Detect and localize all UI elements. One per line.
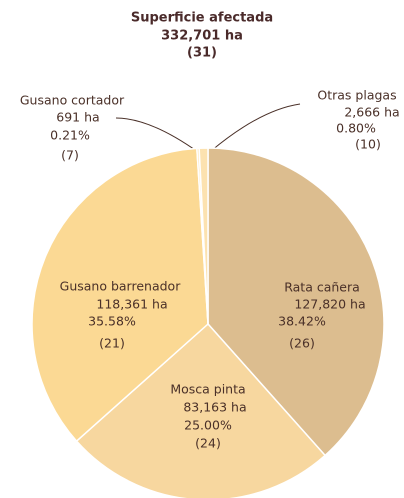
count-label: (10) xyxy=(355,137,381,152)
count-label: (7) xyxy=(61,148,79,163)
count-label: (26) xyxy=(289,336,315,351)
slice-label: Rata cañera xyxy=(284,280,360,295)
value-label: 118,361 ha xyxy=(96,297,167,312)
leader-line xyxy=(210,103,301,152)
slice-label: Otras plagas xyxy=(317,88,396,103)
percent-label: 38.42% xyxy=(278,314,326,329)
value-label: 691 ha xyxy=(56,110,99,125)
percent-label: 0.21% xyxy=(50,128,90,143)
pie-slice xyxy=(207,147,385,457)
percent-label: 0.80% xyxy=(336,121,376,136)
chart-subtitle: 332,701 ha xyxy=(161,29,243,44)
count-label: (21) xyxy=(99,336,125,351)
slice-label: Gusano cortador xyxy=(20,93,125,108)
pie-slice xyxy=(31,147,209,443)
value-label: 127,820 ha xyxy=(294,297,365,312)
chart-title: Superficie afectada xyxy=(131,11,273,26)
slice-label: Mosca pinta xyxy=(170,382,245,397)
slice-label: Gusano barrenador xyxy=(60,279,182,294)
pie-slice xyxy=(75,322,327,498)
count-label: (24) xyxy=(195,436,221,451)
percent-label: 35.58% xyxy=(88,314,136,329)
pie-slice xyxy=(198,147,209,325)
percent-label: 25.00% xyxy=(184,418,232,433)
value-label: 2,666 ha xyxy=(344,105,399,120)
chart-note: (31) xyxy=(187,46,217,61)
value-label: 83,163 ha xyxy=(183,400,246,415)
leader-line xyxy=(115,117,199,153)
